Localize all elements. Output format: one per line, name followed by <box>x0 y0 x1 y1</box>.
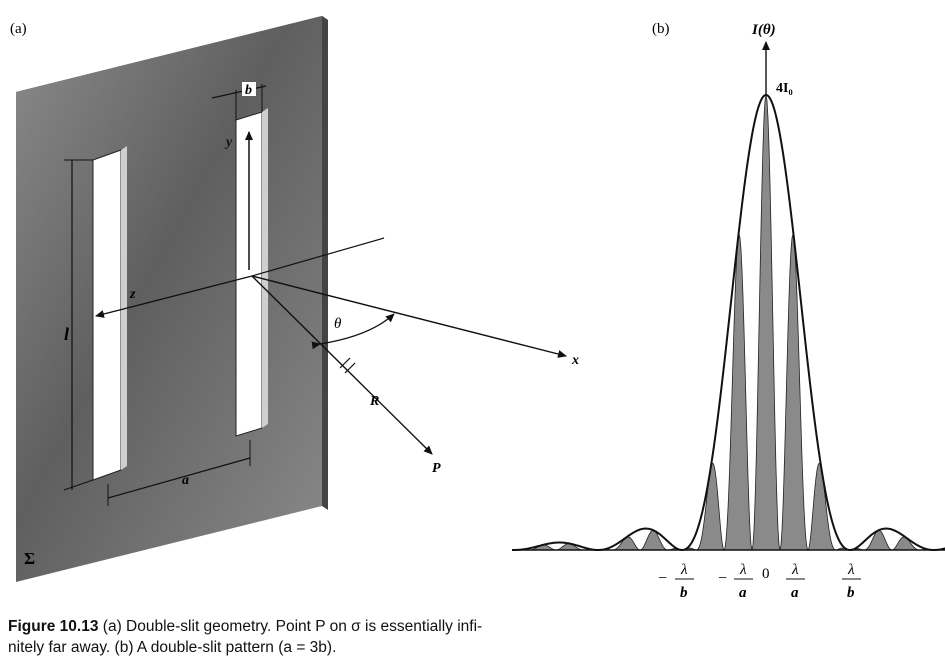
r-break-1 <box>339 357 351 369</box>
tick-numerator: λ <box>739 562 747 578</box>
x-tick-lambda-a: λ a <box>786 562 805 601</box>
theta-label: θ <box>334 316 342 332</box>
p-label: P <box>432 461 441 476</box>
x-tick-neg-lambda-b: − λ b <box>658 562 694 601</box>
figure-number: Figure 10.13 <box>8 618 99 635</box>
caption-line-2: nitely far away. (b) A double-slit patte… <box>8 639 337 656</box>
l-tick-bottom <box>63 479 94 491</box>
back-axis-line <box>251 237 385 277</box>
z-label: z <box>129 287 136 302</box>
tick-sign: − <box>658 570 667 587</box>
panel-b-label: (b) <box>652 21 670 37</box>
x-tick-zero: 0 <box>762 566 770 582</box>
tick-sign: − <box>718 570 727 587</box>
double-slit-figure: (a) (b) y b l a z <box>10 16 945 601</box>
plate-side <box>322 16 328 510</box>
b-dimension-line <box>211 85 267 99</box>
a-label: a <box>182 473 189 488</box>
l-label: l <box>64 324 69 344</box>
tick-denominator: b <box>680 585 688 601</box>
tick-numerator: 0 <box>762 566 770 582</box>
left-slit-depth <box>121 146 127 470</box>
peak-label: 4I₀ <box>776 81 793 96</box>
r-break-2 <box>344 362 356 374</box>
panel-a-label: (a) <box>10 21 27 37</box>
r-direction-arrow <box>251 275 433 455</box>
caption-line-1: Figure 10.13 (a) Double-slit geometry. P… <box>8 616 608 637</box>
x-axis-arrow <box>251 275 567 358</box>
caption-text-1: (a) Double-slit geometry. Point P on σ i… <box>102 618 483 635</box>
a-dimension-line <box>107 457 251 499</box>
tick-numerator: λ <box>847 562 855 578</box>
x-tick-lambda-b: λ b <box>842 562 861 601</box>
theta-arc <box>311 313 395 350</box>
diffraction-envelope <box>512 93 945 552</box>
tick-numerator: λ <box>791 562 799 578</box>
x-tick-neg-lambda-a: − λ a <box>718 562 753 601</box>
b-label-bg <box>242 82 256 96</box>
intensity-axis-label: I(θ) <box>751 22 776 38</box>
y-label: y <box>224 135 233 150</box>
tick-numerator: λ <box>680 562 688 578</box>
tick-denominator: a <box>791 585 799 601</box>
sigma-label: Σ <box>24 549 35 568</box>
x-label: x <box>571 353 579 368</box>
tick-denominator: b <box>847 585 855 601</box>
z-axis-arrow <box>95 275 253 318</box>
panel-a: y b l a z x R P θ Σ <box>16 16 579 582</box>
r-label: R <box>369 394 379 409</box>
right-slit-depth <box>262 108 268 428</box>
b-label: b <box>245 83 252 98</box>
figure-caption: Figure 10.13 (a) Double-slit geometry. P… <box>8 616 608 658</box>
panel-b: I(θ) 4I₀ − λ b − λ a 0 λ a λ b <box>512 22 945 601</box>
tick-denominator: a <box>739 585 747 601</box>
